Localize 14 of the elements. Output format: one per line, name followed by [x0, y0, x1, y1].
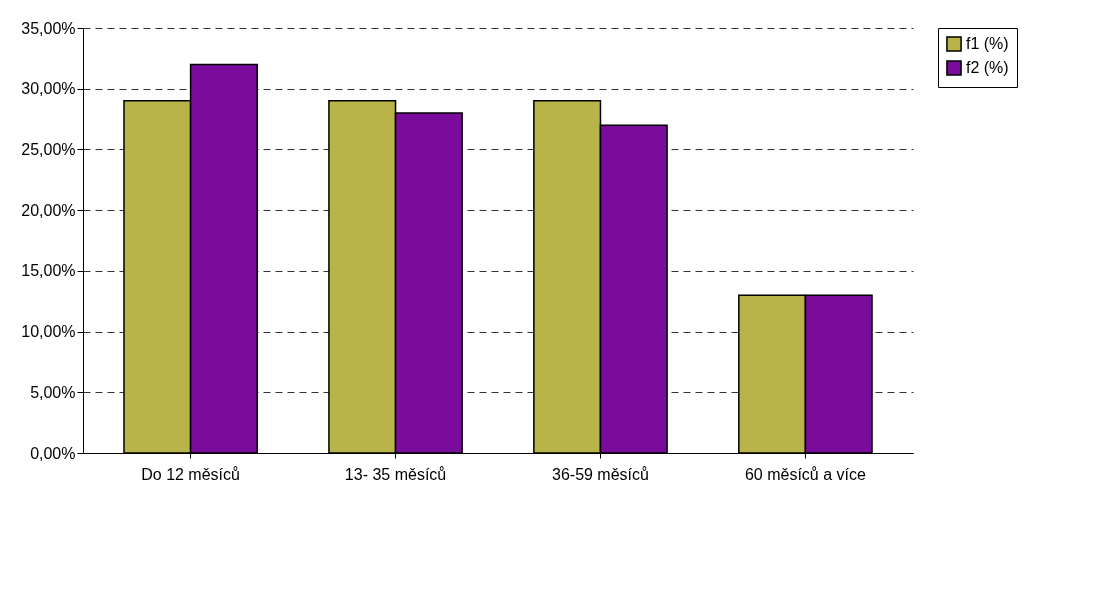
y-tick-label: 35,00%: [21, 19, 76, 37]
x-tick-label: 60 měsíců a více: [744, 465, 866, 483]
legend-label: f2 (%): [966, 59, 1009, 76]
y-tick-label: 10,00%: [21, 323, 76, 341]
y-tick-label: 30,00%: [21, 80, 76, 98]
y-tick-label: 0,00%: [30, 444, 76, 462]
y-tick-label: 20,00%: [21, 201, 76, 219]
x-tick-label: 36-59 měsíců: [552, 465, 649, 483]
x-tick-label: Do 12 měsíců: [141, 465, 240, 483]
y-tick-label: 25,00%: [21, 140, 76, 158]
y-tick-label: 5,00%: [30, 383, 76, 401]
legend-label: f1 (%): [966, 35, 1009, 52]
x-tick-label: 13- 35 měsíců: [344, 465, 447, 483]
y-tick-label: 15,00%: [21, 262, 76, 280]
